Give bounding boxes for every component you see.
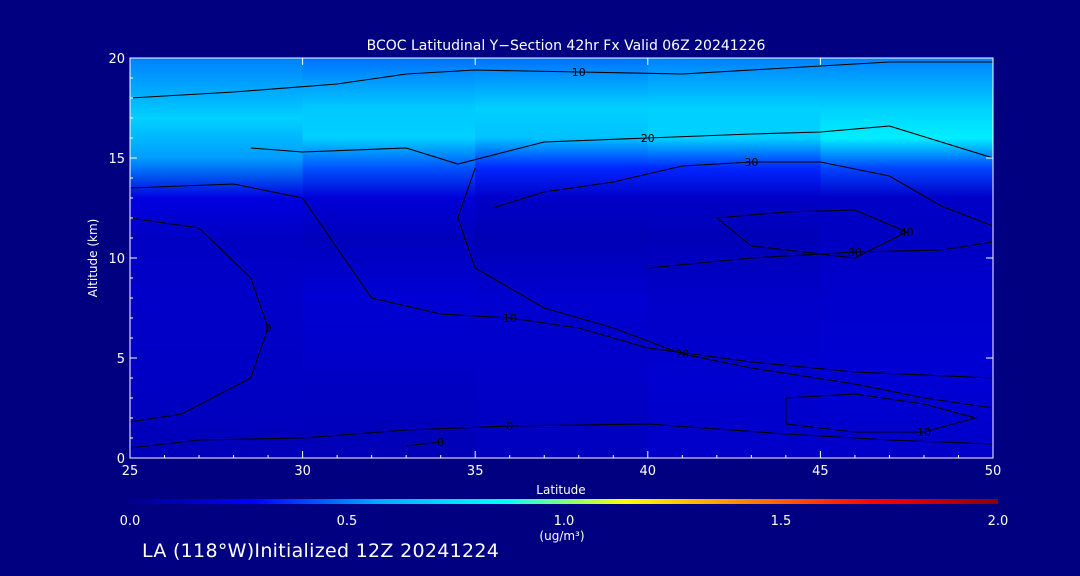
heatmap-band (302, 58, 476, 458)
contour-label: 0 (437, 436, 444, 449)
contour-label: 20 (675, 348, 689, 361)
contour-line (492, 161, 993, 227)
colorbar-tick-label: 2.0 (988, 514, 1009, 529)
heatmap-band (130, 58, 304, 458)
x-tick-label: 30 (294, 464, 311, 479)
contour-label: 30 (744, 156, 758, 169)
colorbar (130, 499, 998, 504)
contour-line (130, 423, 993, 449)
colorbar-tick-label: 0.0 (120, 514, 141, 529)
x-tick-label: 40 (640, 464, 657, 479)
x-tick-label: 50 (985, 464, 1002, 479)
x-axis-ticks: 25 30 35 40 45 50 (122, 58, 1002, 479)
y-tick-label: 0 (117, 452, 125, 467)
y-axis-ticks: 0 5 10 15 20 (108, 52, 993, 467)
y-tick-label: 10 (108, 252, 125, 267)
heatmap-band (647, 58, 821, 458)
contour-label: 20 (641, 132, 655, 145)
y-tick-label: 15 (108, 152, 125, 167)
heatmap-band (475, 58, 649, 458)
contour-line (716, 209, 909, 259)
y-tick-label: 20 (108, 52, 125, 67)
colorbar-tick-label: 1.5 (771, 514, 792, 529)
colorbar-tick-label: 1.0 (554, 514, 575, 529)
colorbar-ticks: 0.0 0.5 1.0 1.5 2.0 (120, 514, 1009, 529)
contour-label: 0 (506, 420, 513, 433)
x-tick-label: 35 (467, 464, 484, 479)
x-axis-label: Latitude (536, 483, 585, 497)
contour-line (457, 167, 993, 409)
contour-label: 10 (503, 312, 517, 325)
y-axis-label: Altitude (km) (86, 219, 100, 298)
x-tick-label: 25 (122, 464, 139, 479)
contour-line (250, 125, 993, 165)
colorbar-tick-label: 0.5 (337, 514, 358, 529)
x-tick-label: 45 (812, 464, 829, 479)
contour-line (406, 441, 441, 447)
heatmap-field (130, 58, 993, 458)
contour-line (130, 183, 993, 379)
contour-label: 10 (572, 66, 586, 79)
contour-label: 10 (917, 426, 931, 439)
y-tick-label: 5 (117, 352, 125, 367)
init-info-footer: LA (118°W)Initialized 12Z 20241224 (142, 540, 500, 562)
contour-label: 0 (265, 322, 272, 335)
contour-line (647, 241, 993, 269)
contour-line (130, 61, 993, 99)
contour-line (785, 393, 978, 433)
contour-line (130, 217, 269, 423)
colorbar-unit: (ug/m³) (539, 529, 584, 543)
chart-title: BCOC Latitudinal Y−Section 42hr Fx Valid… (367, 38, 766, 54)
contour-label: 40 (900, 226, 914, 239)
heatmap-band (820, 58, 993, 458)
